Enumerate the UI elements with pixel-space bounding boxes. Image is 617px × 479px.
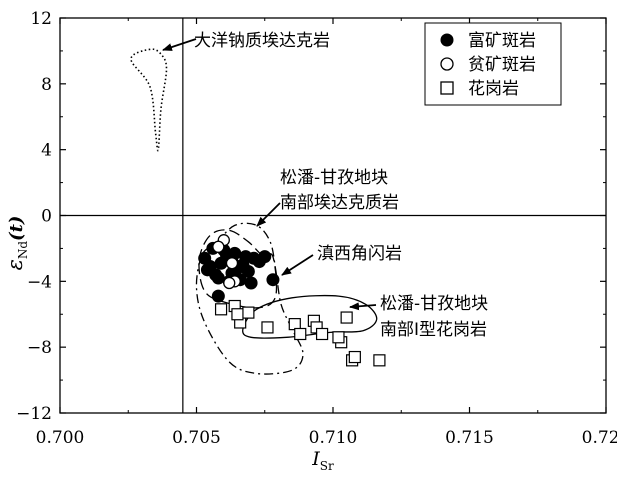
x-tick-label: 0.720 <box>582 428 617 448</box>
granite-point <box>348 350 361 364</box>
rich-porphyry-point <box>211 289 225 303</box>
rich-porphyry-point <box>244 276 258 290</box>
annotation-songpan-granite-line1: 松潘-甘孜地块 <box>380 294 488 314</box>
annotation-oceanic-arrow <box>162 38 197 51</box>
granite-point <box>373 354 386 367</box>
poor-porphyry-point <box>223 276 236 290</box>
x-axis-title-sub: Sr <box>320 459 334 473</box>
songpan-granite-field <box>242 294 378 339</box>
poor-porphyry-point <box>225 257 239 270</box>
legend-rich-porphyry-label: 富矿斑岩 <box>468 31 536 51</box>
x-tick-label: 0.705 <box>172 428 221 448</box>
legend-granite-marker <box>440 81 454 95</box>
granite-point <box>231 308 244 321</box>
granite-point <box>242 306 255 319</box>
granite-point <box>340 311 353 324</box>
rich-porphyry-point <box>239 250 253 264</box>
granite-point <box>261 321 274 334</box>
annotation-songpan-granite-line2: 南部I型花岗岩 <box>380 320 487 340</box>
dianxi-amphibolite-field <box>198 229 278 309</box>
y-tick-label: 12 <box>30 9 52 29</box>
annotation-songpan-adakite-arrow <box>256 202 281 227</box>
rich-porphyry-point <box>211 271 225 285</box>
y-tick-label: 0 <box>41 207 52 227</box>
legend-granite-label: 花岗岩 <box>468 79 519 99</box>
annotation-oceanic-adakite: 大洋钠质埃达克岩 <box>194 31 330 51</box>
legend-poor-porphyry-label: 贫矿斑岩 <box>468 55 536 75</box>
y-axis-title-tail: (t) <box>6 216 27 241</box>
x-tick-label: 0.715 <box>445 428 494 448</box>
y-tick-label: −4 <box>27 272 52 292</box>
reference-lines <box>60 18 606 413</box>
legend: 富矿斑岩 贫矿斑岩 花岗岩 <box>424 22 562 106</box>
granite-point <box>315 327 329 341</box>
y-tick-label: −8 <box>27 338 52 358</box>
granite-point <box>214 303 228 316</box>
oceanic-adakite-field <box>130 48 168 152</box>
granite-point <box>332 331 345 344</box>
x-axis-title: ISr <box>311 448 334 473</box>
rich-porphyry-point <box>200 263 214 277</box>
y-tick-label: 8 <box>41 75 52 95</box>
x-axis-title-main: I <box>311 448 320 470</box>
axis-ticks: 0.700 0.705 0.710 0.715 0.720 12 8 4 0 −4 −8 −12 <box>16 9 617 448</box>
y-tick-label: 4 <box>41 141 52 161</box>
annotation-songpan-granite-arrow <box>349 302 377 311</box>
annotation-songpan-adakite-line2: 南部埃达克质岩 <box>280 193 399 213</box>
x-tick-label: 0.700 <box>36 428 85 448</box>
rich-porphyry-point <box>266 273 280 287</box>
annotation-dianxi-amphibolite: 滇西角闪岩 <box>317 244 402 264</box>
y-axis-title: εNd(t) <box>3 216 30 271</box>
legend-rich-porphyry-marker <box>440 33 454 47</box>
annotation-dianxi-arrow <box>281 254 314 276</box>
y-axis-title-sub: Nd <box>16 241 30 260</box>
annotation-songpan-adakite-line1: 松潘-甘孜地块 <box>280 168 388 188</box>
annotations: 大洋钠质埃达克岩 松潘-甘孜地块 南部埃达克质岩 滇西角闪岩 松潘-甘孜地块 南… <box>162 31 488 340</box>
y-tick-label: −12 <box>16 404 52 424</box>
y-axis-title-main: ε <box>3 259 27 270</box>
granite-point <box>294 327 307 341</box>
legend-poor-porphyry-marker <box>440 57 454 71</box>
data-points <box>198 234 386 367</box>
poor-porphyry-point <box>212 240 225 253</box>
rich-porphyry-point <box>258 250 272 264</box>
x-tick-label: 0.710 <box>309 428 358 448</box>
